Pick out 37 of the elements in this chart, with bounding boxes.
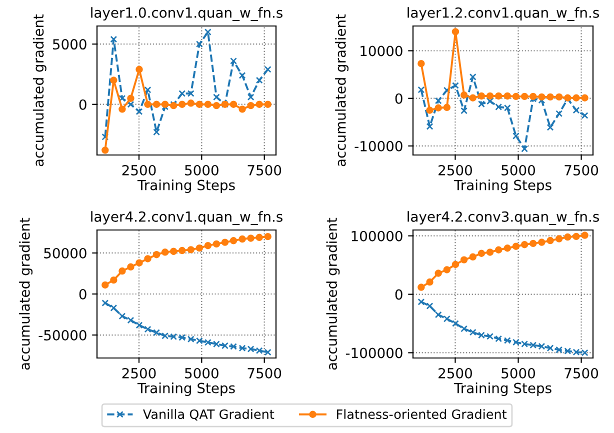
x-tick-label: 5000 [502,368,536,378]
y-axis-title: accumulated gradient [326,218,340,370]
x-tick-label: 7500 [564,164,598,176]
x-axis-title: Training Steps [137,382,235,396]
y-tick-label: 0 [395,93,402,104]
y-tick-label: 0 [395,289,402,300]
chart-title: layer4.2.conv1.quan_w_fn.s [91,211,282,225]
y-axis-title: accumulated gradient [32,14,46,166]
x-tick-label: 2500 [122,368,156,378]
x-tick-label: 7500 [564,368,598,378]
y-tick-label: -10000 [354,140,402,152]
y-tick-label: -100000 [346,348,402,358]
x-tick-label: 5000 [185,164,218,176]
y-tick-label: 100000 [352,230,402,242]
y-tick-label: -50000 [38,330,86,340]
y-tick-label: 5000 [53,39,86,50]
y-tick-label: 0 [79,288,86,300]
x-tick-label: 7500 [248,164,282,176]
y-tick-label: 10000 [360,46,402,56]
x-tick-label: 7500 [248,368,282,378]
x-axis-title: Training Steps [454,180,552,193]
chart-title: layer1.0.conv1.quan_w_fn.s [91,7,282,21]
legend-label: Vanilla QAT Gradient [143,409,274,420]
x-tick-label: 5000 [185,368,218,378]
x-tick-label: 5000 [502,164,536,176]
legend-label: Flatness-oriented Gradient [337,409,507,420]
x-tick-label: 2500 [122,164,156,176]
y-tick-label: 50000 [44,248,86,258]
y-axis-title: accumulated gradient [19,218,33,370]
y-axis-title: accumulated gradient [335,14,349,166]
chart-title: layer4.2.conv3.quan_w_fn.s [408,211,599,225]
y-tick-label: 0 [79,99,86,110]
x-axis-title: Training Steps [137,180,235,193]
x-tick-label: 2500 [438,368,472,378]
chart-title: layer1.2.conv1.quan_w_fn.s [408,7,599,21]
x-tick-label: 2500 [438,164,472,176]
x-axis-title: Training Steps [454,382,552,396]
